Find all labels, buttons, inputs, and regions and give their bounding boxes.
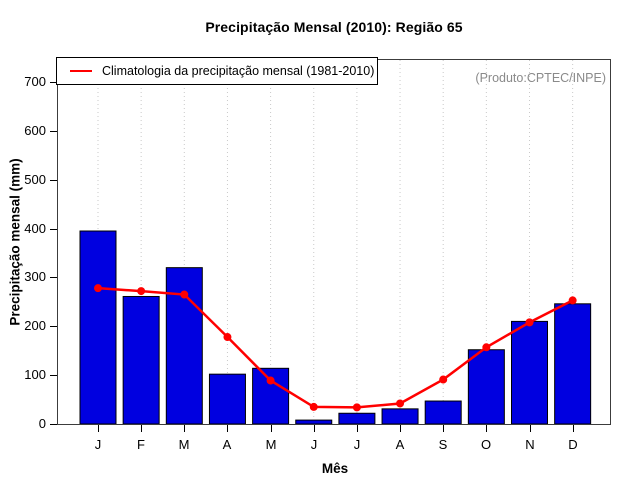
x-tick-label: F — [137, 437, 145, 452]
x-tick-label: M — [265, 437, 277, 452]
climatology-point-7 — [352, 403, 361, 412]
x-tick-label: J — [94, 437, 102, 452]
y-tick-label: 700 — [24, 74, 46, 89]
climatology-point-12 — [568, 296, 577, 305]
y-tick-label: 400 — [24, 221, 46, 236]
y-tick-label: 500 — [24, 172, 46, 187]
y-tick-label: 200 — [24, 318, 46, 333]
climatology-point-1 — [94, 284, 102, 293]
x-tick-label: N — [525, 437, 535, 452]
bar-month-7 — [338, 412, 376, 424]
x-tick-label: J — [310, 437, 318, 452]
x-tick-mark — [98, 425, 99, 432]
x-tick-mark — [443, 425, 444, 432]
climatology-line — [97, 286, 574, 409]
bar-month-9 — [424, 400, 462, 424]
climatology-point-2 — [137, 287, 146, 296]
x-tick-mark — [486, 425, 487, 432]
x-tick-mark — [227, 425, 228, 432]
climatology-point-11 — [525, 318, 534, 327]
x-tick-mark — [184, 425, 185, 432]
y-tick-mark — [50, 131, 57, 132]
bar-month-2 — [122, 295, 160, 424]
x-tick-mark — [314, 425, 315, 432]
x-tick-mark — [271, 425, 272, 432]
x-tick-mark — [530, 425, 531, 432]
y-tick-mark — [50, 82, 57, 83]
bar-month-1 — [79, 230, 117, 424]
y-tick-mark — [50, 424, 57, 425]
y-tick-mark — [50, 375, 57, 376]
watermark-text: (Produto:CPTEC/INPE) — [475, 71, 606, 85]
y-tick-label: 0 — [38, 416, 46, 431]
bar-month-12 — [554, 303, 592, 424]
x-tick-label: M — [178, 437, 190, 452]
plot-area — [57, 59, 611, 425]
climatology-point-10 — [482, 343, 491, 352]
y-tick-label: 600 — [24, 123, 46, 138]
y-tick-mark — [50, 229, 57, 230]
climatology-point-6 — [309, 402, 318, 411]
plot-canvas — [79, 60, 592, 424]
bar-month-8 — [381, 408, 419, 424]
x-tick-mark — [141, 425, 142, 432]
legend-label: Climatologia da precipitação mensal (198… — [102, 64, 375, 78]
x-axis-label: Mês — [321, 461, 349, 476]
y-tick-mark — [50, 326, 57, 327]
chart-title: Precipitação Mensal (2010): Região 65 — [205, 19, 463, 35]
x-tick-label: A — [395, 437, 405, 452]
climatology-point-8 — [396, 399, 405, 408]
x-tick-label: S — [438, 437, 448, 452]
bar-month-11 — [511, 320, 548, 424]
x-tick-mark — [573, 425, 574, 432]
legend-line-swatch-icon — [70, 69, 92, 73]
climatology-point-5 — [266, 376, 275, 385]
climatology-point-3 — [180, 290, 189, 299]
climatology-point-9 — [439, 375, 448, 384]
x-tick-label: J — [353, 437, 361, 452]
x-tick-mark — [357, 425, 358, 432]
x-tick-label: D — [568, 437, 578, 452]
climatology-point-4 — [223, 333, 232, 342]
y-tick-mark — [50, 277, 57, 278]
bar-month-4 — [208, 373, 246, 424]
y-tick-mark — [50, 180, 57, 181]
bar-month-10 — [467, 349, 505, 424]
y-tick-label: 100 — [24, 367, 46, 382]
x-tick-mark — [400, 425, 401, 432]
legend: Climatologia da precipitação mensal (198… — [56, 57, 378, 85]
x-tick-label: O — [480, 437, 492, 452]
y-tick-label: 300 — [24, 269, 46, 284]
bar-month-6 — [295, 419, 333, 424]
x-tick-label: A — [222, 437, 232, 452]
